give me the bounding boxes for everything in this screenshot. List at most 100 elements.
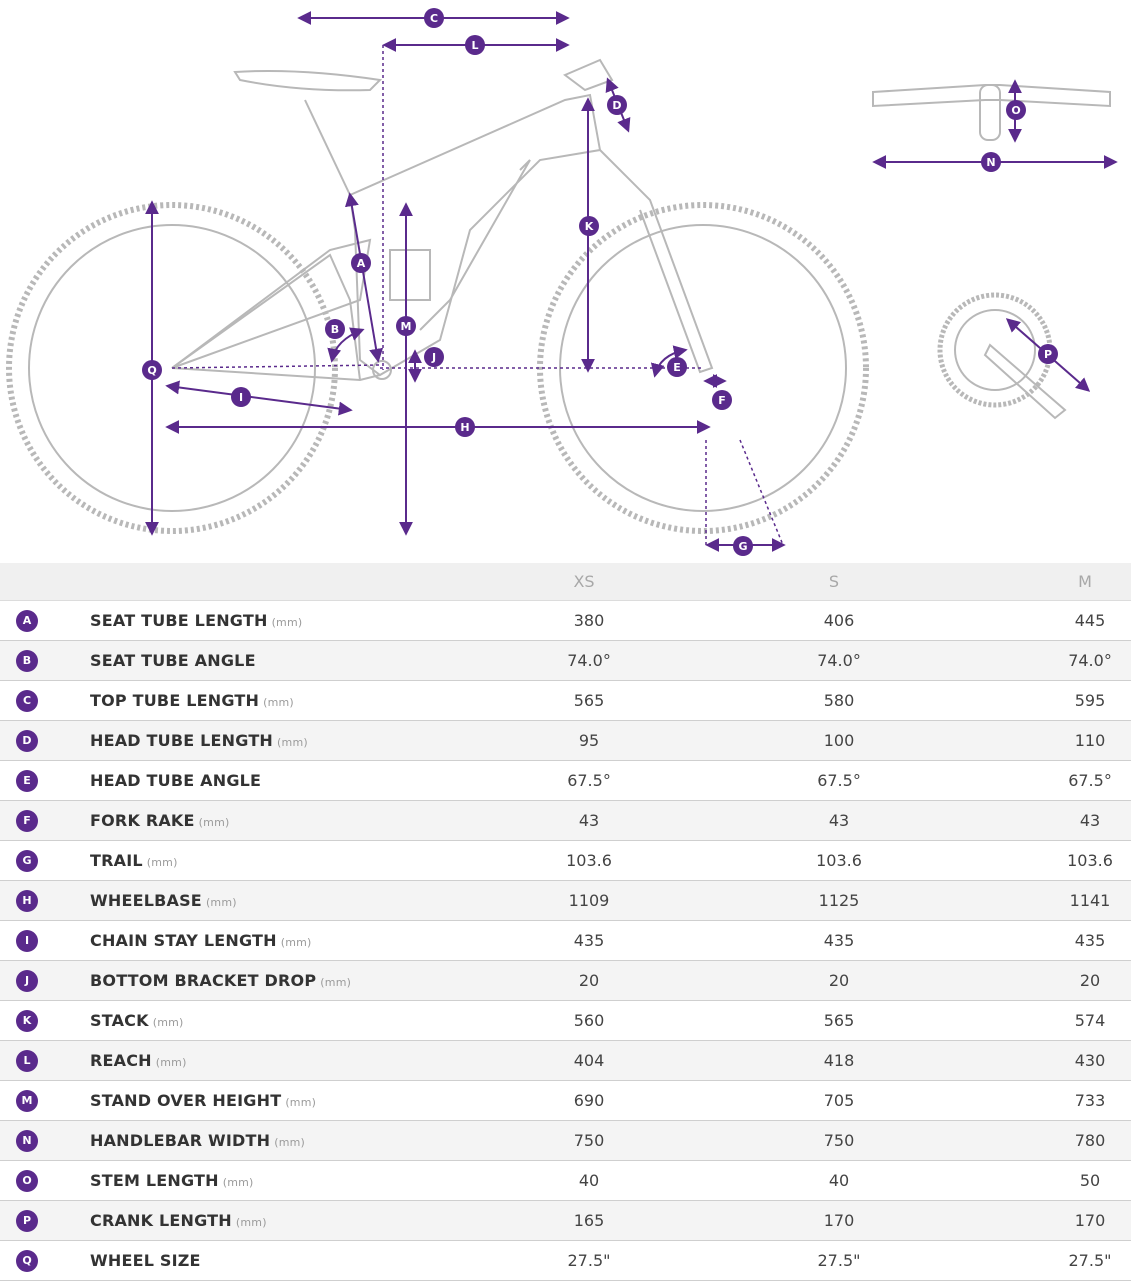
row-label: REACH (mm) (90, 1051, 187, 1070)
table-row: C TOP TUBE LENGTH (mm) 565 580 595 (0, 681, 1131, 721)
row-value-m: 103.6 (1067, 851, 1113, 870)
row-label-text: HEAD TUBE ANGLE (90, 771, 262, 790)
column-header-s[interactable]: S (828, 572, 840, 591)
row-unit: (mm) (222, 1176, 254, 1189)
row-unit: (mm) (274, 1136, 306, 1149)
row-label-text: HANDLEBAR WIDTH (90, 1131, 271, 1150)
row-value-m: 780 (1074, 1131, 1106, 1150)
row-value-m: 435 (1074, 931, 1106, 950)
row-label-text: STACK (90, 1011, 149, 1030)
row-value-xs: 690 (573, 1091, 605, 1110)
svg-text:K: K (585, 220, 594, 233)
svg-text:B: B (331, 323, 339, 336)
row-unit: (mm) (277, 736, 308, 749)
row-label-text: REACH (90, 1051, 152, 1070)
row-label-text: CHAIN STAY LENGTH (90, 931, 277, 950)
table-row: B SEAT TUBE ANGLE 74.0° 74.0° 74.0° (0, 641, 1131, 681)
row-badge: E (16, 770, 38, 792)
table-row: G TRAIL (mm) 103.6 103.6 103.6 (0, 841, 1131, 881)
svg-text:H: H (460, 421, 469, 434)
row-value-xs: 565 (573, 691, 605, 710)
row-badge: A (16, 610, 38, 632)
row-value-xs: 750 (573, 1131, 605, 1150)
row-value-xs: 404 (573, 1051, 605, 1070)
row-value-m: 430 (1074, 1051, 1106, 1070)
table-row: Q WHEEL SIZE 27.5" 27.5" 27.5" (0, 1241, 1131, 1281)
row-badge: G (16, 850, 38, 872)
row-value-s: 100 (823, 731, 855, 750)
row-label: HANDLEBAR WIDTH (mm) (90, 1131, 305, 1150)
column-header-m[interactable]: M (1078, 572, 1092, 591)
table-row: H WHEELBASE (mm) 1109 1125 1141 (0, 881, 1131, 921)
row-label: WHEEL SIZE (90, 1251, 205, 1270)
row-value-m: 733 (1074, 1091, 1106, 1110)
row-value-m: 50 (1079, 1171, 1101, 1190)
row-value-xs: 20 (578, 971, 600, 990)
row-unit: (mm) (320, 976, 352, 989)
row-value-s: 40 (828, 1171, 850, 1190)
row-badge: P (16, 1210, 38, 1232)
row-label-text: SEAT TUBE LENGTH (90, 611, 268, 630)
row-value-xs: 380 (573, 611, 605, 630)
row-label-text: BOTTOM BRACKET DROP (90, 971, 317, 990)
row-label: TOP TUBE LENGTH (mm) (90, 691, 294, 710)
svg-text:F: F (718, 394, 726, 407)
svg-text:Q: Q (147, 364, 156, 377)
row-value-m: 27.5" (1068, 1251, 1112, 1270)
row-value-s: 43 (828, 811, 850, 830)
row-label: CHAIN STAY LENGTH (mm) (90, 931, 312, 950)
svg-text:M: M (401, 320, 412, 333)
row-value-xs: 560 (573, 1011, 605, 1030)
row-value-m: 74.0° (1068, 651, 1112, 670)
svg-text:C: C (430, 12, 438, 25)
row-badge: M (16, 1090, 38, 1112)
row-label-text: FORK RAKE (90, 811, 195, 830)
row-badge: F (16, 810, 38, 832)
row-value-s: 170 (823, 1211, 855, 1230)
row-value-xs: 27.5" (567, 1251, 611, 1270)
row-unit: (mm) (271, 616, 303, 629)
row-label-text: WHEELBASE (90, 891, 202, 910)
row-value-xs: 95 (578, 731, 600, 750)
table-row: L REACH (mm) 404 418 430 (0, 1041, 1131, 1081)
row-label: STEM LENGTH (mm) (90, 1171, 254, 1190)
geometry-table: XS S M A SEAT TUBE LENGTH (mm) 380 406 445 B SE… (0, 563, 1131, 1281)
row-value-m: 445 (1074, 611, 1106, 630)
table-row: F FORK RAKE (mm) 43 43 43 (0, 801, 1131, 841)
row-value-m: 170 (1074, 1211, 1106, 1230)
row-value-xs: 165 (573, 1211, 605, 1230)
row-value-s: 1125 (818, 891, 860, 910)
row-value-s: 435 (823, 931, 855, 950)
svg-text:I: I (239, 391, 243, 404)
column-header-xs[interactable]: XS (573, 572, 595, 591)
row-value-xs: 74.0° (567, 651, 611, 670)
row-value-s: 74.0° (817, 651, 861, 670)
table-row: K STACK (mm) 560 565 574 (0, 1001, 1131, 1041)
row-value-s: 67.5° (817, 771, 861, 790)
row-value-m: 574 (1074, 1011, 1106, 1030)
row-badge: D (16, 730, 38, 752)
row-value-s: 418 (823, 1051, 855, 1070)
row-value-m: 67.5° (1068, 771, 1112, 790)
row-value-m: 1141 (1069, 891, 1111, 910)
row-label: SEAT TUBE ANGLE (90, 651, 260, 670)
row-label-text: WHEEL SIZE (90, 1251, 201, 1270)
row-badge: H (16, 890, 38, 912)
row-value-s: 406 (823, 611, 855, 630)
row-value-s: 565 (823, 1011, 855, 1030)
row-value-s: 103.6 (816, 851, 862, 870)
row-badge: C (16, 690, 38, 712)
row-badge: J (16, 970, 38, 992)
svg-text:O: O (1011, 104, 1020, 117)
table-header: XS S M (0, 563, 1131, 601)
row-unit: (mm) (280, 936, 312, 949)
row-badge: O (16, 1170, 38, 1192)
row-label: WHEELBASE (mm) (90, 891, 237, 910)
row-unit: (mm) (235, 1216, 267, 1229)
table-row: A SEAT TUBE LENGTH (mm) 380 406 445 (0, 601, 1131, 641)
row-value-xs: 435 (573, 931, 605, 950)
row-label: HEAD TUBE LENGTH (mm) (90, 731, 308, 750)
row-label: STAND OVER HEIGHT (mm) (90, 1091, 316, 1110)
row-value-xs: 43 (578, 811, 600, 830)
svg-text:J: J (431, 351, 436, 364)
